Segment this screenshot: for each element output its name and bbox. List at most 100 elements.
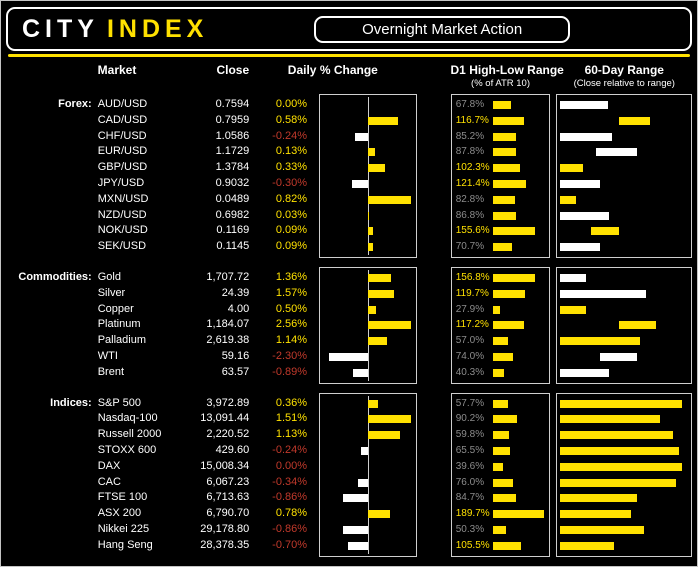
close-value: 0.1169 <box>216 224 250 237</box>
d1-range-bar <box>492 525 507 534</box>
d1-range-row: 57.7% <box>455 396 547 412</box>
group-label <box>6 349 92 365</box>
daily-bar-row <box>323 459 413 475</box>
d1-range-value: 116.7% <box>455 114 489 126</box>
yellow-accent-rule <box>8 54 690 57</box>
range60-bar <box>560 273 587 282</box>
daily-change-value: 0.00% <box>275 459 308 472</box>
group-label <box>6 160 92 176</box>
d1-range-value: 90.2% <box>455 413 485 425</box>
range60-bar <box>619 321 657 330</box>
close-value: 6,067.23 <box>206 475 250 488</box>
d1-range-value: 121.4% <box>455 177 490 189</box>
range60-row <box>560 522 688 538</box>
d1-range-value: 57.7% <box>455 397 485 409</box>
range60-bar <box>596 148 638 157</box>
d1-range-row: 85.2% <box>455 129 547 145</box>
daily-change-value: 1.51% <box>275 412 308 425</box>
d1-range-bar <box>492 289 526 298</box>
close-value: 13,091.44 <box>200 412 250 425</box>
range60-bar <box>560 478 676 487</box>
range60-row <box>560 239 688 255</box>
market-group: Forex: AUD/USD CAD/USD CHF/USD EUR/USD GBP/US… <box>6 94 693 258</box>
market-name: CHF/USD <box>97 129 147 142</box>
market-group: Indices: S&P 500 Nasdaq-100 Russell 2000 STO… <box>6 392 693 557</box>
range60-row <box>560 490 688 506</box>
close-value: 0.6982 <box>215 208 250 221</box>
range60-row <box>560 192 688 208</box>
d1-range-value: 74.0% <box>455 350 485 362</box>
range60-row <box>560 208 688 224</box>
daily-change-bar <box>367 289 395 298</box>
market-name: CAD/USD <box>97 113 148 126</box>
close-value: 59.16 <box>221 349 250 362</box>
d1-range-bar <box>492 431 509 440</box>
close-value: 0.7959 <box>215 113 250 126</box>
range60-chart <box>556 94 693 258</box>
group-label-col: Forex: <box>6 97 98 255</box>
d1-range-bar <box>492 494 516 503</box>
daily-change-bar <box>367 227 373 236</box>
daily-bar-row <box>323 365 413 381</box>
daily-bar-row <box>323 286 413 302</box>
group-label <box>6 129 92 145</box>
range60-bar <box>600 352 638 361</box>
range60-row <box>560 443 688 459</box>
range60-row <box>560 176 688 192</box>
d1-range-row: 57.0% <box>455 333 547 349</box>
header-close: Close <box>216 63 250 77</box>
range60-row <box>560 317 688 333</box>
group-label <box>6 365 92 381</box>
daily-change-value: -2.30% <box>272 349 308 362</box>
daily-bar-row <box>323 333 413 349</box>
daily-change-bar <box>352 179 368 188</box>
daily-bar-row <box>323 144 413 160</box>
close-value: 0.7594 <box>215 98 250 110</box>
market-name: Russell 2000 <box>97 428 162 441</box>
close-value: 4.00 <box>227 302 250 315</box>
range60-row <box>560 333 688 349</box>
d1-range-value: 85.2% <box>455 130 485 142</box>
market-name: SEK/USD <box>97 240 147 253</box>
range60-chart <box>556 266 693 384</box>
group-label <box>6 538 92 554</box>
daily-change-value: 2.56% <box>275 318 308 331</box>
d1-range-bar <box>492 541 522 550</box>
header-market: Market <box>97 63 137 77</box>
range60-bar <box>619 116 651 125</box>
daily-change-bar <box>367 321 411 330</box>
close-value: 0.9032 <box>215 176 250 189</box>
daily-change-bar <box>367 415 411 424</box>
d1-range-bar <box>492 352 513 361</box>
range60-row <box>560 396 688 412</box>
group-label <box>6 302 92 318</box>
market-name: Brent <box>97 365 125 378</box>
d1-range-bar <box>492 101 512 109</box>
close-value: 6,713.63 <box>206 491 250 504</box>
d1-range-bar <box>492 227 535 236</box>
range60-row <box>560 144 688 160</box>
daily-change-value: -0.30% <box>272 176 308 189</box>
d1-range-value: 50.3% <box>455 523 485 535</box>
city-index-logo: CITY INDEX <box>22 15 208 44</box>
range60-bar <box>560 446 680 455</box>
market-name: FTSE 100 <box>97 491 148 504</box>
range60-bar <box>560 243 601 252</box>
d1-range-bar <box>492 337 509 346</box>
close-value: 1,184.07 <box>206 318 250 331</box>
daily-change-bar <box>367 243 373 252</box>
d1-range-value: 76.0% <box>455 476 485 488</box>
range60-bar <box>560 195 576 204</box>
range60-bar <box>560 101 608 109</box>
d1-range-bar <box>492 462 504 471</box>
d1-range-row: 86.8% <box>455 208 547 224</box>
market-name: CAC <box>97 475 121 488</box>
group-label <box>6 427 92 443</box>
header-d1-title: D1 High-Low Range <box>450 63 564 77</box>
market-name: Nasdaq-100 <box>97 412 158 425</box>
daily-bar-row <box>323 427 413 443</box>
range60-row <box>560 113 688 129</box>
d1-range-row: 40.3% <box>455 365 547 381</box>
group-label <box>6 239 92 255</box>
